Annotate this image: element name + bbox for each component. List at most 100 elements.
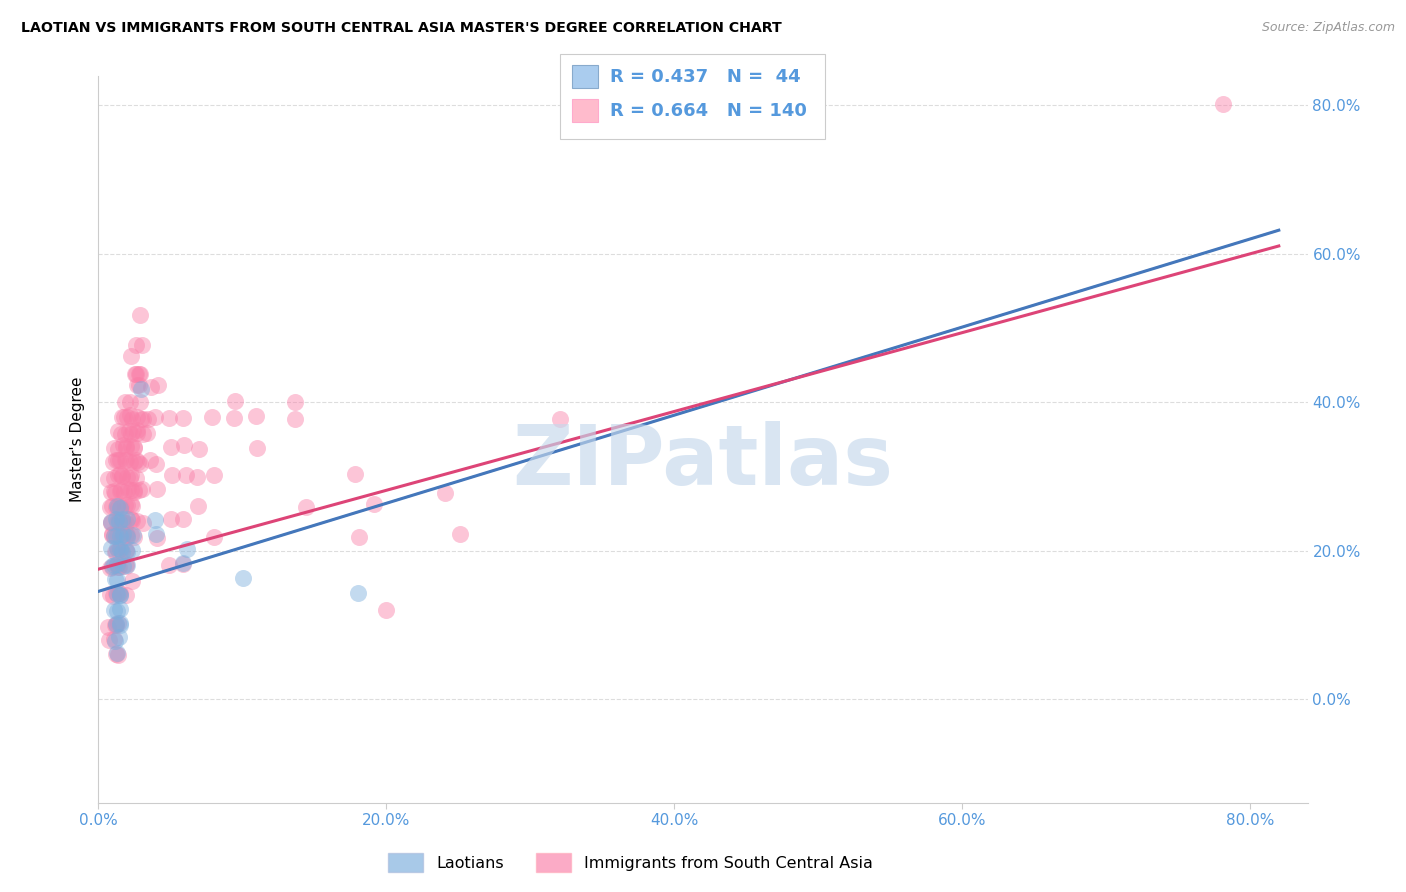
Point: [104, 512, 127, 526]
Point: [101, 499, 124, 513]
Point: [105, 558, 128, 573]
Point: [132, 411, 155, 425]
Point: [132, 426, 155, 441]
Point: [284, 412, 307, 426]
Point: [107, 424, 129, 438]
Point: [232, 571, 254, 585]
Point: [246, 441, 269, 455]
Point: [100, 516, 122, 530]
Point: [120, 497, 142, 511]
Point: [434, 486, 457, 500]
Point: [125, 378, 148, 392]
Point: [120, 349, 142, 363]
Point: [159, 512, 181, 526]
Point: [107, 587, 129, 601]
Point: [125, 426, 148, 441]
Text: R = 0.664   N = 140: R = 0.664 N = 140: [610, 102, 807, 120]
Point: [105, 452, 128, 467]
Point: [202, 467, 225, 482]
Point: [120, 426, 142, 441]
Point: [121, 424, 143, 438]
Point: [295, 500, 318, 515]
Point: [103, 484, 125, 499]
Point: [120, 483, 142, 497]
Point: [97, 633, 120, 648]
Point: [128, 378, 150, 392]
Point: [127, 514, 149, 528]
Point: [136, 411, 159, 425]
Text: R = 0.437   N =  44: R = 0.437 N = 44: [610, 68, 801, 86]
Point: [104, 618, 127, 632]
Point: [146, 378, 169, 392]
Point: [103, 529, 125, 543]
Point: [103, 558, 125, 572]
Point: [115, 527, 138, 541]
Point: [107, 515, 129, 529]
Point: [111, 527, 134, 541]
Point: [124, 452, 146, 467]
Point: [115, 469, 138, 483]
Point: [200, 410, 222, 425]
Point: [120, 528, 142, 542]
Point: [125, 367, 148, 381]
Text: Source: ZipAtlas.com: Source: ZipAtlas.com: [1261, 21, 1395, 34]
Point: [115, 558, 138, 573]
Point: [160, 440, 183, 454]
Point: [187, 442, 209, 456]
Point: [107, 442, 129, 456]
Point: [104, 633, 127, 648]
Point: [112, 559, 135, 574]
Legend: Laotians, Immigrants from South Central Asia: Laotians, Immigrants from South Central …: [382, 847, 879, 879]
Point: [104, 618, 127, 632]
Point: [120, 440, 142, 454]
Point: [103, 471, 125, 485]
Point: [160, 467, 183, 482]
Point: [129, 367, 152, 381]
Point: [143, 513, 166, 527]
Point: [122, 483, 145, 497]
Point: [129, 308, 152, 322]
Point: [127, 423, 149, 437]
Point: [107, 560, 129, 574]
Point: [108, 513, 131, 527]
Point: [1212, 97, 1234, 112]
Text: ZIPatlas: ZIPatlas: [513, 421, 893, 501]
Point: [120, 512, 142, 526]
Point: [111, 468, 134, 483]
Point: [344, 467, 367, 482]
Point: [129, 395, 152, 409]
Point: [117, 512, 139, 526]
Point: [105, 499, 128, 513]
Point: [131, 337, 153, 351]
Point: [172, 410, 194, 425]
Point: [105, 574, 128, 588]
Point: [104, 544, 127, 558]
Point: [548, 412, 571, 426]
Point: [103, 441, 125, 455]
Point: [107, 500, 129, 514]
Point: [173, 438, 195, 452]
Point: [110, 426, 132, 441]
Point: [107, 528, 129, 542]
Point: [111, 409, 134, 424]
Point: [245, 409, 267, 423]
Point: [97, 620, 120, 634]
Point: [122, 455, 145, 469]
Point: [187, 499, 209, 513]
Point: [118, 395, 141, 409]
Point: [143, 410, 166, 425]
Point: [118, 425, 141, 439]
Point: [146, 531, 169, 545]
Point: [449, 527, 471, 541]
Point: [224, 394, 246, 409]
Point: [115, 528, 138, 542]
Point: [128, 483, 150, 498]
Point: [111, 468, 134, 483]
Point: [121, 513, 143, 527]
Point: [114, 395, 136, 409]
Point: [101, 527, 124, 541]
Point: [100, 485, 122, 500]
Point: [105, 586, 128, 600]
Point: [98, 560, 121, 574]
Point: [103, 603, 125, 617]
